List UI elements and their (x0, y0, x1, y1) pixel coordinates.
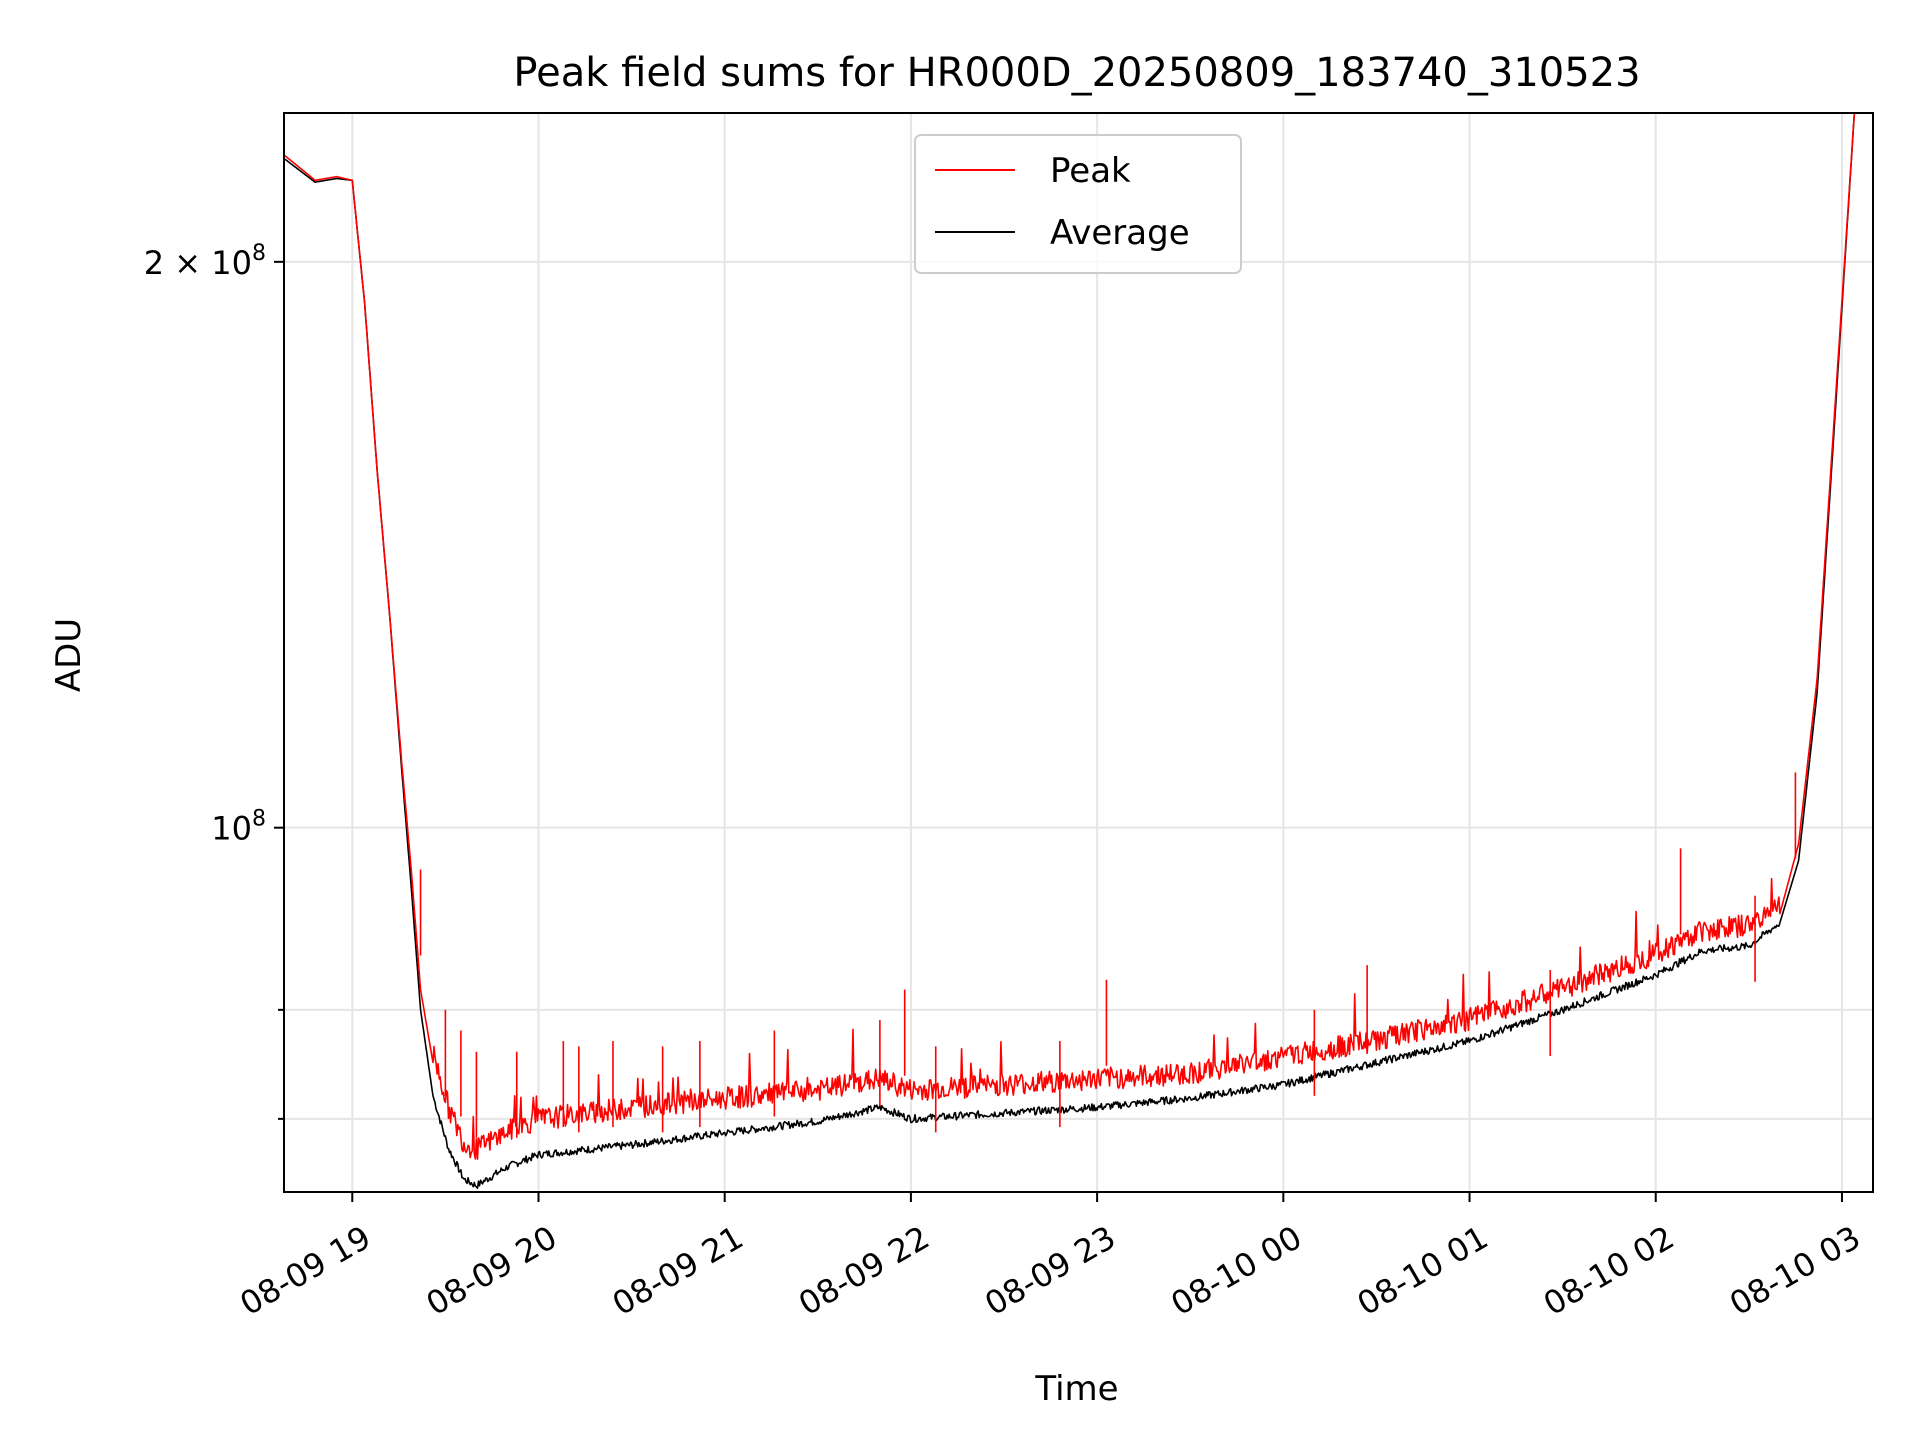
legend: Peak Average (914, 134, 1242, 274)
series-layer (283, 112, 1856, 1189)
y-tick-label: 2 × 108 (144, 241, 266, 282)
y-tick-label: 108 (211, 807, 266, 848)
series-line-average (283, 112, 1856, 1189)
legend-label-average: Average (1050, 213, 1190, 253)
series-line-peak (283, 112, 1856, 1160)
plot-area-frame (283, 112, 1874, 1193)
chart-title: Peak field sums for HR000D_20250809_1837… (513, 50, 1640, 96)
legend-label-peak: Peak (1050, 151, 1131, 191)
y-axis-label: ADU (49, 618, 89, 692)
x-axis-label: Time (1034, 1369, 1118, 1409)
y-axis: 108 2 × 108 (144, 241, 284, 1120)
